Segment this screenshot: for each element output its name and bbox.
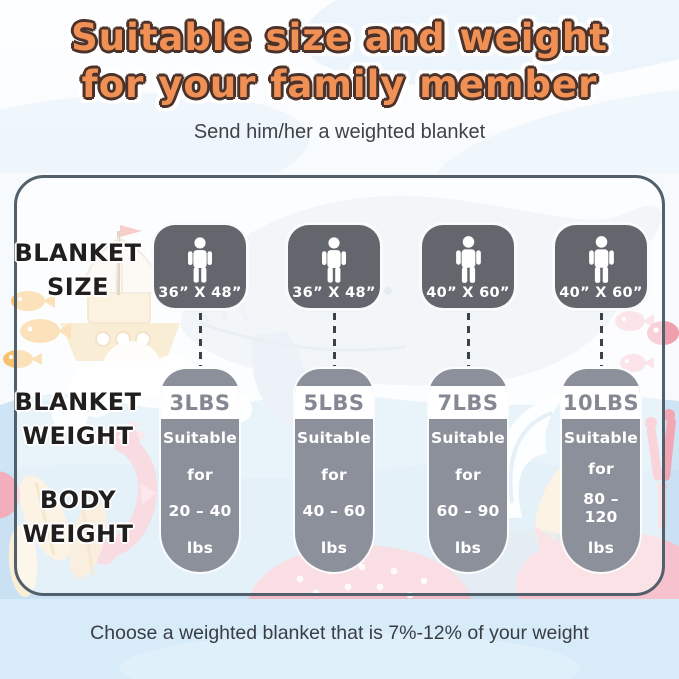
blanket-weight-label-line2: WEIGHT (22, 422, 134, 450)
blanket-size-tile: 36” X 48” (288, 225, 380, 308)
unit-word: lbs (186, 538, 214, 557)
blanket-size-value: 36” X 48” (158, 285, 242, 301)
body-weight-range: 60 – 90 (436, 502, 500, 521)
size-weight-column: 36” X 48” 5LBS Suitable for 40 – 60 lbs (284, 225, 384, 575)
blanket-size-label: BLANKET SIZE (8, 236, 148, 304)
blanket-weight-value: 5LBS (295, 386, 373, 419)
blanket-weight-value: 10LBS (562, 386, 640, 419)
suitable-word: Suitable (431, 429, 505, 447)
blanket-size-tile: 40” X 60” (555, 225, 647, 308)
blanket-weight-label: BLANKET WEIGHT (8, 385, 148, 453)
footer-note: Choose a weighted blanket that is 7%-12%… (90, 622, 589, 644)
body-weight-range: 20 – 40 (168, 502, 232, 521)
blanket-size-tile: 40” X 60” (422, 225, 514, 308)
blanket-size-value: 36” X 48” (292, 285, 376, 301)
body-weight-label-line2: WEIGHT (22, 520, 134, 548)
page-title-line1: Suitable size and weight (71, 16, 608, 59)
size-weight-column: 40” X 60” 10LBS Suitable for 80 – 120 lb… (551, 225, 651, 575)
weight-pill: 3LBS Suitable for 20 – 40 lbs (161, 369, 239, 572)
blanket-weight-value: 3LBS (161, 386, 239, 419)
blanket-weight-value: 7LBS (429, 386, 507, 419)
weight-pill: 5LBS Suitable for 40 – 60 lbs (295, 369, 373, 572)
body-weight-range: 40 – 60 (302, 502, 366, 521)
blanket-size-tile: 36” X 48” (154, 225, 246, 308)
suitable-word: Suitable (163, 429, 237, 447)
weight-pill: 10LBS Suitable for 80 – 120 lbs (562, 369, 640, 572)
for-word: for (321, 465, 347, 484)
blanket-size-value: 40” X 60” (426, 285, 510, 301)
connector-dashed-line (333, 313, 336, 366)
unit-word: lbs (320, 538, 348, 557)
weight-pill: 7LBS Suitable for 60 – 90 lbs (429, 369, 507, 572)
footer-band (0, 599, 679, 679)
person-icon (322, 237, 346, 283)
person-icon (188, 237, 212, 283)
unit-word: lbs (587, 538, 615, 557)
blanket-size-label-line1: BLANKET (14, 239, 142, 267)
suitable-word: Suitable (564, 429, 638, 447)
page-title-line2: for your family member (81, 63, 598, 106)
suitable-word: Suitable (297, 429, 371, 447)
page-subtitle: Send him/her a weighted blanket (193, 121, 486, 143)
blanket-size-label-line2: SIZE (46, 273, 109, 301)
connector-dashed-line (600, 313, 603, 366)
person-icon (455, 236, 481, 283)
connector-dashed-line (199, 313, 202, 366)
size-weight-column: 36” X 48” 3LBS Suitable for 20 – 40 lbs (150, 225, 250, 575)
unit-word: lbs (454, 538, 482, 557)
for-word: for (187, 465, 213, 484)
connector-dashed-line (467, 313, 470, 366)
body-weight-label: BODY WEIGHT (8, 483, 148, 551)
person-icon (588, 236, 614, 283)
blanket-weight-label-line1: BLANKET (14, 388, 142, 416)
body-weight-label-line1: BODY (39, 486, 117, 514)
blanket-size-value: 40” X 60” (559, 285, 643, 301)
for-word: for (455, 465, 481, 484)
for-word: for (588, 459, 614, 478)
size-weight-column: 40” X 60” 7LBS Suitable for 60 – 90 lbs (418, 225, 518, 575)
body-weight-range: 80 – 120 (583, 490, 619, 527)
